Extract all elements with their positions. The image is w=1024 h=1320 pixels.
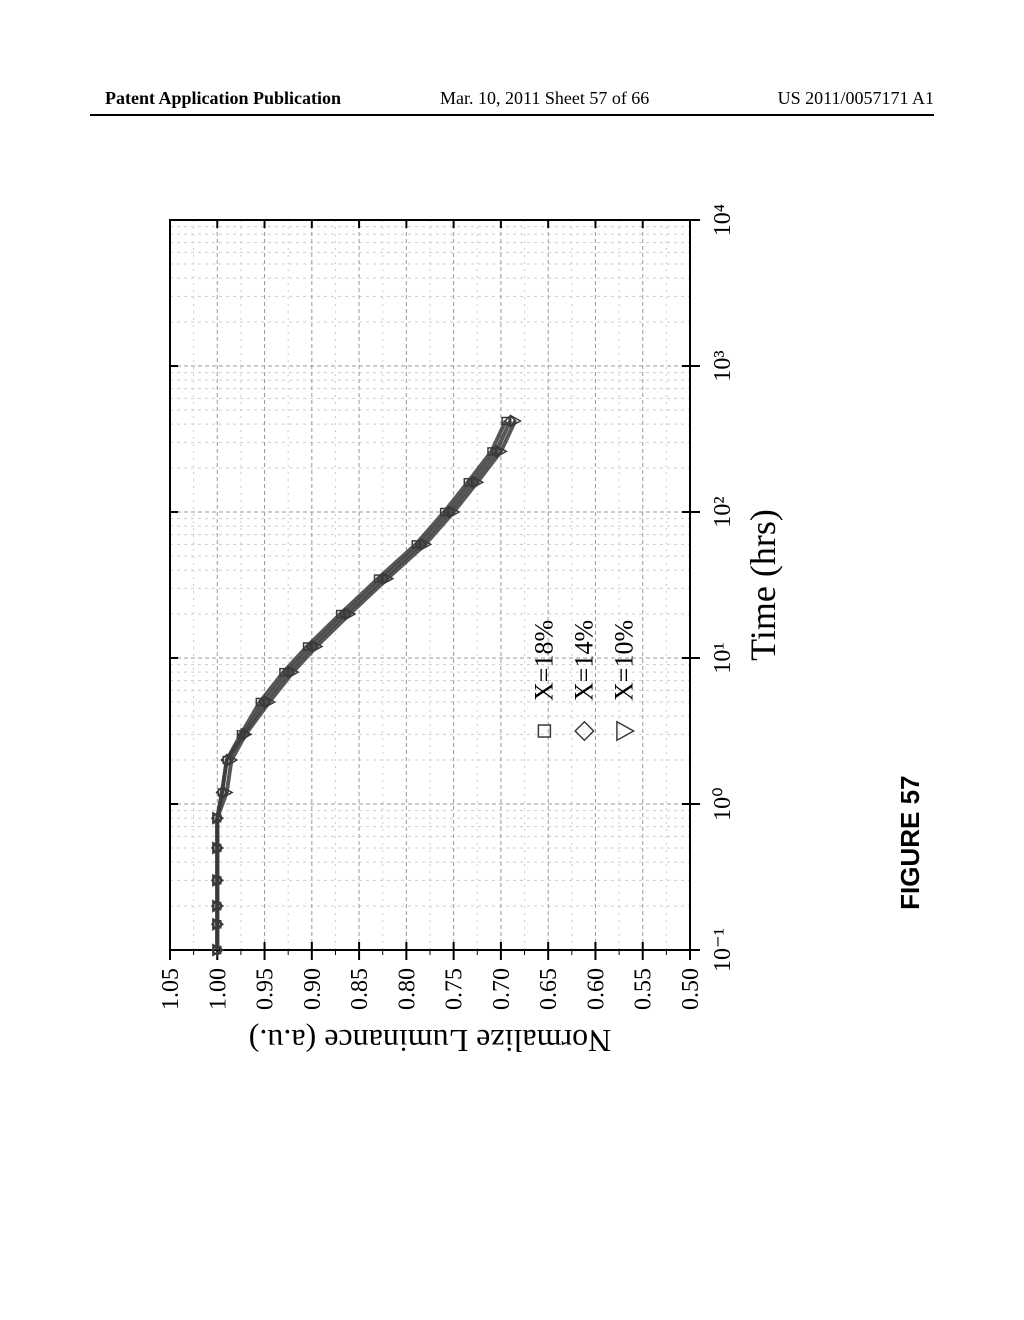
svg-text:10⁴: 10⁴ bbox=[710, 204, 736, 236]
svg-text:0.65: 0.65 bbox=[536, 968, 562, 1010]
header-right: US 2011/0057171 A1 bbox=[778, 88, 934, 109]
svg-text:10²: 10² bbox=[710, 496, 736, 527]
figure-caption: FIGURE 57 bbox=[895, 776, 926, 910]
svg-text:0.60: 0.60 bbox=[583, 968, 609, 1010]
svg-text:0.55: 0.55 bbox=[631, 968, 657, 1010]
svg-text:0.90: 0.90 bbox=[300, 968, 326, 1010]
svg-text:10⁻¹: 10⁻¹ bbox=[710, 928, 736, 972]
svg-text:X=10%: X=10% bbox=[609, 620, 638, 701]
svg-text:0.70: 0.70 bbox=[489, 968, 515, 1010]
luminance-chart: 10⁻¹ 10⁰ 10¹ 10² 10³ 10⁴ 1.05 1.00 0.95 0.90 0.85 0… bbox=[150, 200, 790, 1060]
svg-text:0.75: 0.75 bbox=[442, 968, 468, 1010]
svg-text:0.50: 0.50 bbox=[678, 968, 704, 1010]
header-mid: Mar. 10, 2011 Sheet 57 of 66 bbox=[440, 88, 649, 109]
svg-text:0.95: 0.95 bbox=[253, 968, 279, 1010]
header-left: Patent Application Publication bbox=[105, 88, 341, 109]
svg-text:1.00: 1.00 bbox=[205, 968, 231, 1010]
figure-wrap: 10⁻¹ 10⁰ 10¹ 10² 10³ 10⁴ 1.05 1.00 0.95 0.90 0.85 0… bbox=[150, 200, 850, 1100]
svg-text:Time (hrs): Time (hrs) bbox=[743, 509, 783, 661]
svg-text:X=14%: X=14% bbox=[569, 620, 598, 701]
svg-text:10⁰: 10⁰ bbox=[710, 787, 736, 821]
svg-text:1.05: 1.05 bbox=[158, 968, 184, 1010]
svg-text:0.80: 0.80 bbox=[394, 968, 420, 1010]
svg-text:0.85: 0.85 bbox=[347, 968, 373, 1010]
svg-text:Normalize Luminance (a.u.): Normalize Luminance (a.u.) bbox=[249, 1023, 612, 1059]
svg-text:10¹: 10¹ bbox=[710, 642, 736, 673]
svg-text:X=18%: X=18% bbox=[529, 620, 558, 701]
svg-text:10³: 10³ bbox=[710, 350, 736, 381]
header-rule bbox=[90, 114, 934, 116]
page-header: Patent Application Publication Mar. 10, … bbox=[0, 88, 1024, 116]
